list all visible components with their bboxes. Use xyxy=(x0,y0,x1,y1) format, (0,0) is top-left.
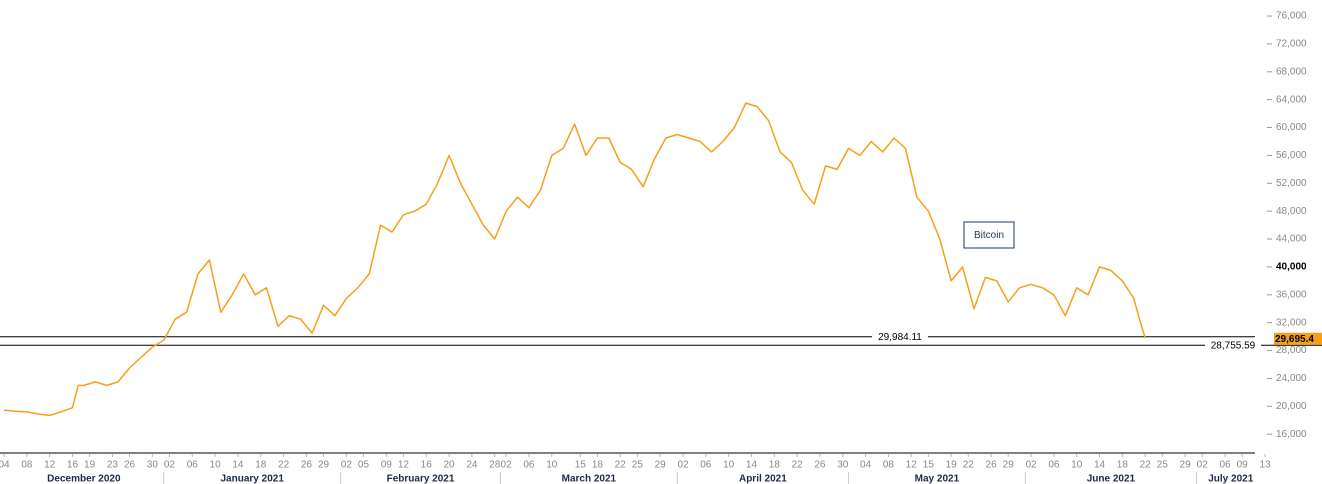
x-tick-label: 05 xyxy=(358,460,370,471)
y-tick-label: 40,000 xyxy=(1276,262,1307,273)
x-tick-label: 18 xyxy=(592,460,604,471)
x-tick-label: 19 xyxy=(84,460,96,471)
x-tick-label: 26 xyxy=(301,460,313,471)
x-tick-label: 15 xyxy=(575,460,587,471)
x-tick-label: 06 xyxy=(700,460,712,471)
x-tick-label: 18 xyxy=(769,460,781,471)
x-tick-label: 22 xyxy=(615,460,627,471)
month-label: January 2021 xyxy=(221,474,285,484)
x-tick-label: 06 xyxy=(523,460,535,471)
x-tick-label: 22 xyxy=(278,460,290,471)
level-label: 28,755.59 xyxy=(1211,340,1256,351)
level-label-bg xyxy=(872,330,928,343)
x-tick-label: 29 xyxy=(655,460,667,471)
y-tick-label: 48,000 xyxy=(1276,206,1307,217)
y-tick-label: 76,000 xyxy=(1276,11,1307,22)
y-tick-label: 32,000 xyxy=(1276,317,1307,328)
x-tick-label: 10 xyxy=(1071,460,1083,471)
x-tick-label: 14 xyxy=(746,460,758,471)
y-tick-label: 16,000 xyxy=(1276,429,1307,440)
x-tick-label: 12 xyxy=(44,460,56,471)
x-tick-label: 06 xyxy=(1219,460,1231,471)
y-tick-label: 28,000 xyxy=(1276,345,1307,356)
x-tick-label: 29 xyxy=(1003,460,1015,471)
x-tick-label: 30 xyxy=(837,460,849,471)
x-tick-label: 09 xyxy=(381,460,393,471)
month-label: December 2020 xyxy=(47,474,121,484)
x-tick-label: 14 xyxy=(1094,460,1106,471)
x-tick-label: 13 xyxy=(1259,460,1271,471)
month-label: March 2021 xyxy=(562,474,617,484)
x-tick-label: 08 xyxy=(21,460,33,471)
x-tick-label: 24 xyxy=(466,460,478,471)
x-tick-label: 02 xyxy=(164,460,176,471)
x-tick-label: 04 xyxy=(0,460,10,471)
price-line xyxy=(3,102,1146,417)
level-label-bg xyxy=(1205,339,1261,352)
y-tick-label: 24,000 xyxy=(1276,373,1307,384)
y-tick-label: 56,000 xyxy=(1276,150,1307,161)
last-price-box xyxy=(1274,332,1322,345)
x-tick-label: 20 xyxy=(443,460,455,471)
y-tick-label: 68,000 xyxy=(1276,66,1307,77)
x-tick-label: 22 xyxy=(792,460,804,471)
y-tick-label: 44,000 xyxy=(1276,234,1307,245)
month-label: April 2021 xyxy=(739,474,787,484)
x-tick-label: 16 xyxy=(67,460,79,471)
x-tick-label: 25 xyxy=(1157,460,1169,471)
x-tick-label: 02 xyxy=(1025,460,1037,471)
x-tick-label: 26 xyxy=(814,460,826,471)
x-tick-label: 22 xyxy=(963,460,975,471)
series-label: Bitcoin xyxy=(974,230,1004,241)
level-label: 29,984.11 xyxy=(878,332,922,343)
x-tick-label: 04 xyxy=(860,460,872,471)
y-tick-label: 64,000 xyxy=(1276,94,1307,105)
month-label: July 2021 xyxy=(1208,474,1253,484)
x-tick-label: 22 xyxy=(1140,460,1152,471)
x-tick-label: 10 xyxy=(210,460,222,471)
x-tick-label: 30 xyxy=(147,460,159,471)
x-tick-label: 23 xyxy=(107,460,119,471)
y-tick-label: 72,000 xyxy=(1276,39,1307,50)
x-tick-label: 25 xyxy=(632,460,644,471)
x-tick-label: 02 xyxy=(1197,460,1209,471)
month-label: May 2021 xyxy=(915,474,960,484)
month-label: June 2021 xyxy=(1087,474,1136,484)
x-tick-label: 12 xyxy=(906,460,918,471)
x-tick-label: 29 xyxy=(318,460,330,471)
x-tick-label: 29 xyxy=(1180,460,1192,471)
x-tick-label: 09 xyxy=(1237,460,1249,471)
x-tick-label: 28 xyxy=(489,460,501,471)
x-tick-label: 15 xyxy=(923,460,935,471)
x-tick-label: 10 xyxy=(546,460,558,471)
y-tick-label: 60,000 xyxy=(1276,122,1307,133)
x-tick-label: 06 xyxy=(187,460,199,471)
x-tick-label: 18 xyxy=(1117,460,1129,471)
month-label: February 2021 xyxy=(387,474,455,484)
x-tick-label: 12 xyxy=(398,460,410,471)
x-tick-label: 02 xyxy=(677,460,689,471)
x-tick-label: 08 xyxy=(883,460,895,471)
x-tick-label: 14 xyxy=(232,460,244,471)
x-tick-label: 18 xyxy=(255,460,267,471)
y-tick-label: 52,000 xyxy=(1276,178,1307,189)
x-tick-label: 06 xyxy=(1048,460,1060,471)
x-tick-label: 26 xyxy=(986,460,998,471)
y-tick-label: 20,000 xyxy=(1276,401,1307,412)
last-price-label: 29,695.4 xyxy=(1275,334,1314,345)
x-tick-label: 26 xyxy=(124,460,136,471)
x-tick-label: 19 xyxy=(946,460,958,471)
x-tick-label: 02 xyxy=(341,460,353,471)
series-label-box xyxy=(963,221,1015,249)
x-tick-label: 02 xyxy=(501,460,513,471)
x-tick-label: 16 xyxy=(421,460,433,471)
x-tick-label: 10 xyxy=(723,460,735,471)
y-tick-label: 36,000 xyxy=(1276,289,1307,300)
